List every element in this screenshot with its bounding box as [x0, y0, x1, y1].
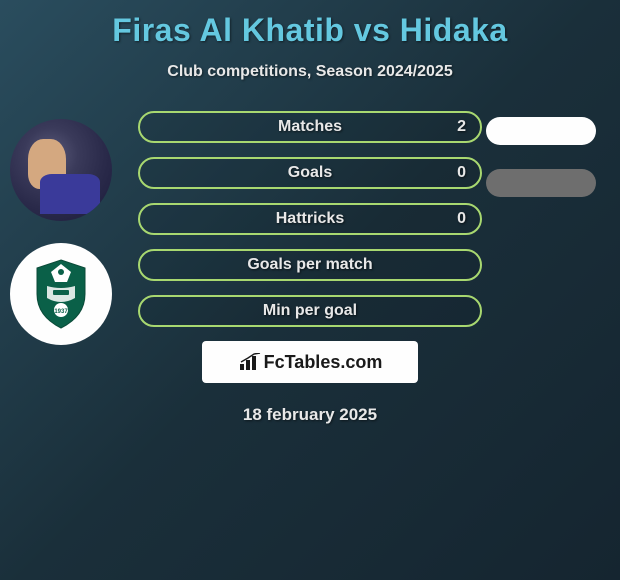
stat-label: Hattricks [276, 210, 344, 228]
stat-rows: Matches 2 Goals 0 Hattricks 0 Goals per … [138, 111, 482, 327]
svg-text:1937: 1937 [54, 309, 68, 315]
side-pill-2 [486, 169, 596, 197]
comparison-content: 1937 Matches 2 Goals 0 Hattricks 0 Goals… [0, 111, 620, 425]
player2-avatar: 1937 [10, 243, 112, 345]
club-shield-icon: 1937 [31, 258, 91, 330]
stat-value-left: 2 [457, 118, 466, 136]
bar-chart-icon [238, 353, 262, 371]
stat-row-hattricks: Hattricks 0 [138, 203, 482, 235]
stat-row-goals: Goals 0 [138, 157, 482, 189]
page-title: Firas Al Khatib vs Hidaka [0, 0, 620, 49]
side-pill-1 [486, 117, 596, 145]
subtitle: Club competitions, Season 2024/2025 [0, 63, 620, 81]
comparison-date: 18 february 2025 [0, 405, 620, 425]
stat-row-matches: Matches 2 [138, 111, 482, 143]
stat-label: Goals per match [247, 256, 372, 274]
stat-label: Matches [278, 118, 342, 136]
stat-value-left: 0 [457, 210, 466, 228]
source-logo-text: FcTables.com [264, 352, 383, 373]
stat-label: Min per goal [263, 302, 357, 320]
stat-value-left: 0 [457, 164, 466, 182]
stat-label: Goals [288, 164, 332, 182]
stat-row-goals-per-match: Goals per match [138, 249, 482, 281]
player1-avatar [10, 119, 112, 221]
stat-row-min-per-goal: Min per goal [138, 295, 482, 327]
source-logo-box[interactable]: FcTables.com [202, 341, 418, 383]
